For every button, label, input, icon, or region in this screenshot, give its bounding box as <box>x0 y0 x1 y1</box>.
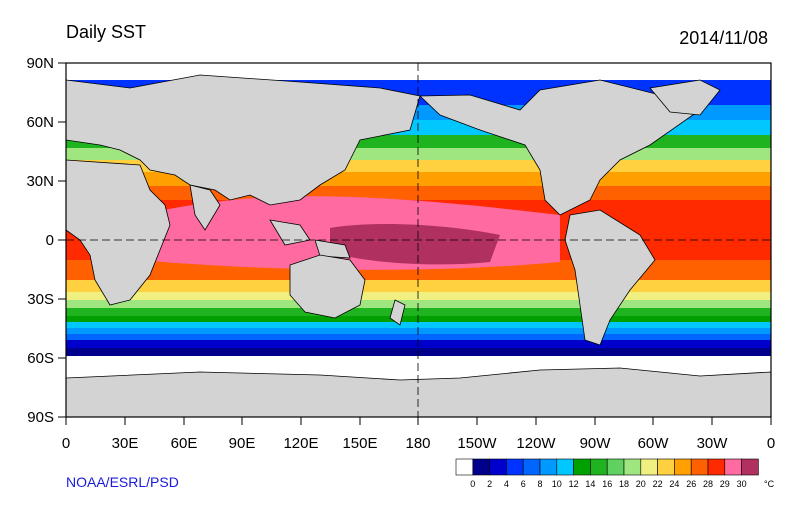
tick-marks <box>58 62 772 425</box>
lon-label: 120E <box>283 435 318 452</box>
colorbar-label: 2 <box>487 479 492 489</box>
lon-label: 60W <box>638 435 670 452</box>
colorbar-swatch <box>724 458 742 476</box>
colorbar-swatch <box>573 458 591 476</box>
colorbar-swatch <box>707 458 726 476</box>
lon-label: 30E <box>112 435 139 452</box>
lon-label: 90W <box>580 435 612 452</box>
colorbar-label: 8 <box>537 479 542 489</box>
lon-label: 30W <box>697 435 729 452</box>
colorbar-label: 18 <box>619 479 629 489</box>
lat-label: 30N <box>26 173 54 190</box>
colorbar-label: 24 <box>669 479 679 489</box>
colorbar-swatch <box>657 458 675 476</box>
map-title: Daily SST <box>66 22 147 42</box>
colorbar-label: 0 <box>470 479 475 489</box>
lat-label: 90S <box>27 409 54 426</box>
lon-label: 60E <box>171 435 198 452</box>
colorbar-swatch <box>556 458 574 476</box>
colorbar-swatch <box>741 458 759 476</box>
land-masses <box>66 74 771 417</box>
map-date: 2014/11/08 <box>679 28 768 48</box>
colorbar-label: 22 <box>653 479 663 489</box>
colorbar-swatch <box>606 458 625 476</box>
map-area <box>66 63 771 417</box>
lon-label: 150W <box>457 435 497 452</box>
lat-label: 60N <box>26 114 54 131</box>
colorbar-label: 26 <box>686 479 696 489</box>
lon-label: 90E <box>229 435 256 452</box>
colorbar-label: 6 <box>521 479 526 489</box>
lon-label: 120W <box>516 435 556 452</box>
colorbar-label: 10 <box>552 479 562 489</box>
lon-label: 0 <box>62 435 70 452</box>
colorbar-swatch <box>640 458 658 476</box>
colorbar-swatch <box>489 458 507 476</box>
colorbar-swatch <box>674 458 692 476</box>
colorbar-swatch <box>522 458 541 476</box>
colorbar-label: 28 <box>703 479 713 489</box>
lon-label: 0 <box>767 435 775 452</box>
colorbar-label: 14 <box>585 479 595 489</box>
credit-text: NOAA/ESRL/PSD <box>66 474 179 490</box>
colorbar-swatch <box>455 458 474 476</box>
colorbar-label: 12 <box>569 479 579 489</box>
colorbar-swatch <box>623 458 642 476</box>
colorbar-label: 29 <box>720 479 730 489</box>
colorbar-swatch <box>539 458 558 476</box>
colorbar-unit: °C <box>764 479 775 489</box>
colorbar-swatch <box>506 458 524 476</box>
colorbar-swatch <box>472 458 490 476</box>
colorbar-label: 20 <box>636 479 646 489</box>
colorbar-label: 30 <box>737 479 747 489</box>
lon-label: 180 <box>405 435 430 452</box>
colorbar-swatch <box>690 458 709 476</box>
lat-label: 30S <box>27 291 54 308</box>
lon-label: 150E <box>342 435 377 452</box>
colorbar-swatch <box>590 458 608 476</box>
colorbar: 0 2 4 6 8 10 12 14 16 18 20 22 24 26 28 29 30 <box>455 458 759 489</box>
lat-label: 90N <box>26 55 54 72</box>
colorbar-label: 4 <box>504 479 509 489</box>
lat-label: 0 <box>46 232 54 249</box>
lat-label: 60S <box>27 350 54 367</box>
colorbar-label: 16 <box>602 479 612 489</box>
